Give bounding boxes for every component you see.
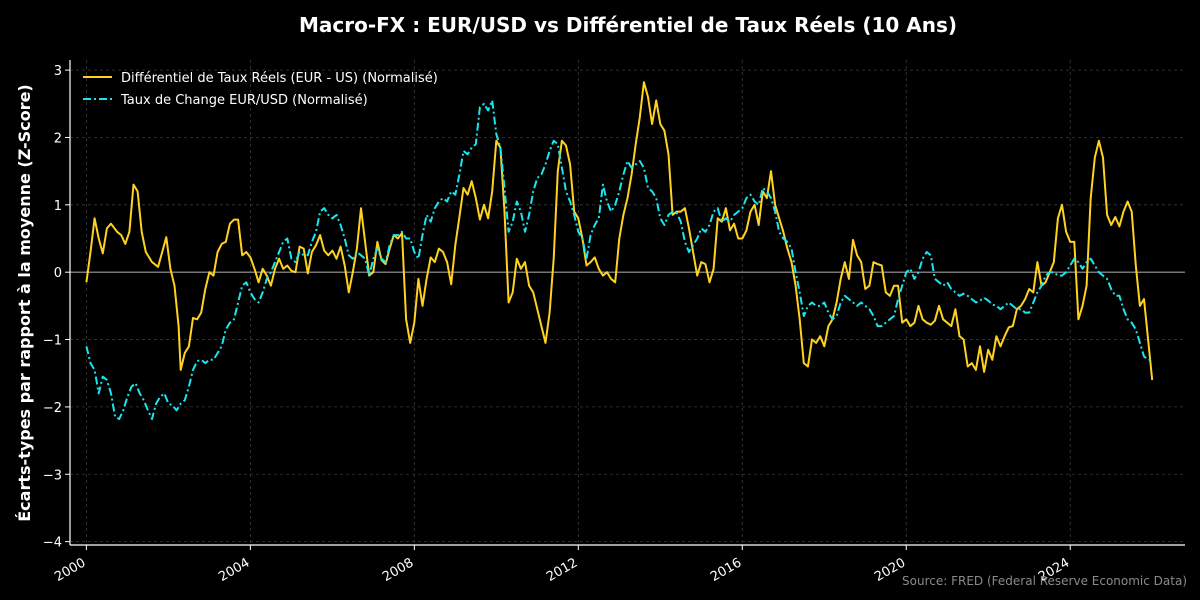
y-tick-label: 3 xyxy=(54,64,62,79)
y-tick-label: −1 xyxy=(43,334,62,349)
legend-label-rate-differential: Différentiel de Taux Réels (EUR - US) (N… xyxy=(121,71,438,86)
y-tick-label: 1 xyxy=(54,199,62,214)
y-tick-label: 0 xyxy=(54,266,62,281)
y-axis-label: Écarts-types par rapport à la moyenne (Z… xyxy=(15,84,34,522)
y-tick-label: −3 xyxy=(43,468,62,483)
y-ticks: −4 −3 −2 −1 0 1 2 3 xyxy=(43,64,70,551)
legend: Différentiel de Taux Réels (EUR - US) (N… xyxy=(83,71,438,108)
y-tick-label: 2 xyxy=(54,131,62,146)
legend-label-eurusd: Taux de Change EUR/USD (Normalisé) xyxy=(120,93,368,108)
series-line-eurusd xyxy=(85,99,1153,420)
y-tick-label: −2 xyxy=(43,401,62,416)
axes xyxy=(69,60,1185,546)
y-tick-label: −4 xyxy=(43,536,62,551)
grid-lines xyxy=(70,60,1185,545)
chart-title: Macro-FX : EUR/USD vs Différentiel de Ta… xyxy=(299,13,957,37)
series-lines xyxy=(85,81,1154,420)
source-note: Source: FRED (Federal Reserve Economic D… xyxy=(902,574,1187,588)
